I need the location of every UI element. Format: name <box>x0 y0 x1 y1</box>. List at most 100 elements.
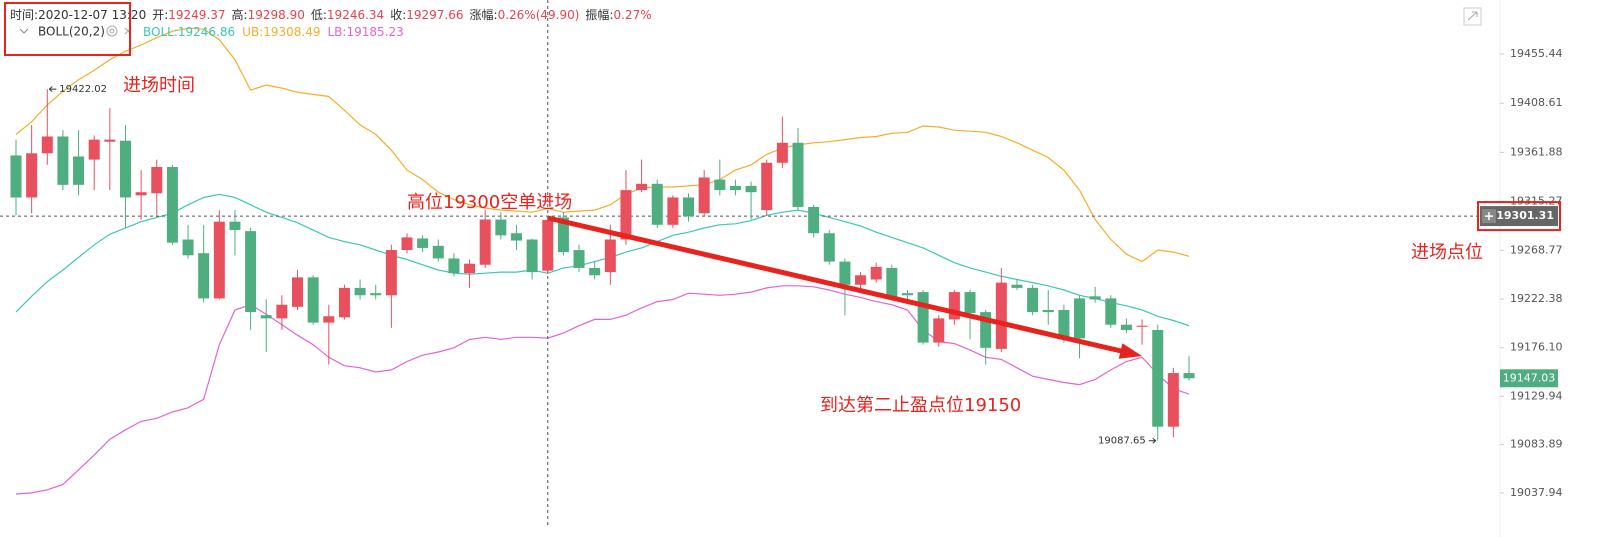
legend-separator: : <box>342 25 346 39</box>
candle-body <box>370 293 382 296</box>
candle-body <box>479 219 491 265</box>
candle-body <box>104 139 116 142</box>
header-separator: : <box>609 8 613 22</box>
legend-name: BOLL <box>143 25 174 39</box>
trade-arrow <box>547 215 1122 354</box>
y-tick-label: 19408.61 <box>1510 96 1563 109</box>
band-line <box>15 27 1190 263</box>
candle-body <box>1183 373 1195 379</box>
candle-body <box>933 318 945 343</box>
expand-icon[interactable] <box>1463 7 1482 26</box>
header-separator: : <box>402 8 406 22</box>
candle-body <box>589 267 601 276</box>
candle-body <box>995 282 1007 349</box>
candle-body <box>667 197 679 225</box>
candle-body <box>886 267 898 299</box>
max-label: 19422.02 <box>59 84 107 95</box>
candle-body <box>213 221 225 299</box>
min-label: 19087.65 <box>1098 436 1146 447</box>
candle-body <box>636 183 648 191</box>
annotation: 进场点位 <box>1411 242 1483 263</box>
candle-body <box>198 253 210 299</box>
candle-body <box>776 142 788 163</box>
candle-body <box>166 166 178 243</box>
candle-body <box>41 136 53 154</box>
legend-value: 19185.23 <box>346 25 403 39</box>
ohlc-header: 时间:2020-12-07 13:20 开:19249.37 高:19298.90 低… <box>10 7 652 22</box>
candle-body <box>1042 309 1054 313</box>
candle-body <box>229 221 241 231</box>
candle-body <box>745 185 757 193</box>
candle-body <box>245 231 257 313</box>
candle-body <box>870 266 882 280</box>
candle-body <box>119 140 131 198</box>
candle-body <box>401 237 413 251</box>
candle-body <box>761 162 773 211</box>
indicator-name: BOLL(20,2) <box>38 25 105 39</box>
legend-name: LB <box>327 25 342 39</box>
legend-separator: : <box>174 25 178 39</box>
settings-icon-core <box>109 28 115 34</box>
y-tick-label: 19222.38 <box>1510 292 1563 305</box>
candle-body <box>1120 324 1132 330</box>
header-value: 19298.90 <box>248 8 305 22</box>
candle-body <box>1058 309 1070 339</box>
candle-body <box>1074 298 1086 339</box>
candle-body <box>354 287 366 296</box>
candle-body <box>1089 296 1101 300</box>
header-value: 0.26%(49.90) <box>498 8 580 22</box>
candle-body <box>620 190 632 240</box>
y-tick-label: 19129.94 <box>1510 389 1563 402</box>
y-tick-label: 19037.94 <box>1510 486 1563 499</box>
candle-body <box>651 183 663 225</box>
candle-body <box>510 233 522 241</box>
max-arrow-head <box>48 86 53 93</box>
y-tick-label: 19268.77 <box>1510 243 1563 256</box>
header-separator: : <box>244 8 248 22</box>
candle-body <box>323 316 335 323</box>
highlight-box <box>4 2 131 56</box>
last-price-label: 19147.03 <box>1503 371 1556 384</box>
candle-body <box>385 250 397 296</box>
add-glyph <box>1485 212 1493 221</box>
candle-body <box>417 238 429 248</box>
min-arrow-head <box>1152 437 1157 444</box>
settings-icon[interactable] <box>106 25 118 37</box>
y-tick-label: 19083.89 <box>1510 438 1563 451</box>
header-value: 2020-12-07 13:20 <box>38 8 146 22</box>
candle-body <box>276 304 288 319</box>
candle-body <box>135 192 147 196</box>
candle-body <box>808 206 820 234</box>
y-tick-label: 19315.27 <box>1510 194 1563 207</box>
candle-body <box>573 250 585 268</box>
candle-body <box>307 277 319 323</box>
candle-body <box>917 292 929 343</box>
header-separator: : <box>34 8 38 22</box>
expand-glyph <box>1467 11 1478 21</box>
header-value: 19297.66 <box>406 8 463 22</box>
band-line <box>15 193 1190 327</box>
header-label: 涨幅 <box>470 7 494 22</box>
candle-body <box>948 292 960 320</box>
candle-body <box>526 239 538 273</box>
legend-separator: : <box>259 25 263 39</box>
candle-body <box>542 219 554 271</box>
candle-body <box>964 292 976 314</box>
header-label: 收 <box>390 8 402 22</box>
annotation: 到达第二止盈点位19150 <box>820 395 1021 416</box>
collapse-icon[interactable] <box>19 28 29 34</box>
band-line <box>15 285 1190 495</box>
candle-body <box>1105 298 1117 325</box>
header-value: 0.27% <box>613 8 651 22</box>
candle-body <box>980 312 992 348</box>
candle-body <box>1027 287 1039 313</box>
candle-body <box>432 245 444 259</box>
candle-body <box>901 293 913 296</box>
crosshair-price-tag <box>1480 206 1558 227</box>
annotation: 高位19300空单进场 <box>407 192 572 213</box>
candle-body <box>714 179 726 191</box>
annotation: 进场时间 <box>123 75 195 96</box>
candle-body <box>57 136 69 185</box>
candle-body <box>855 275 867 285</box>
